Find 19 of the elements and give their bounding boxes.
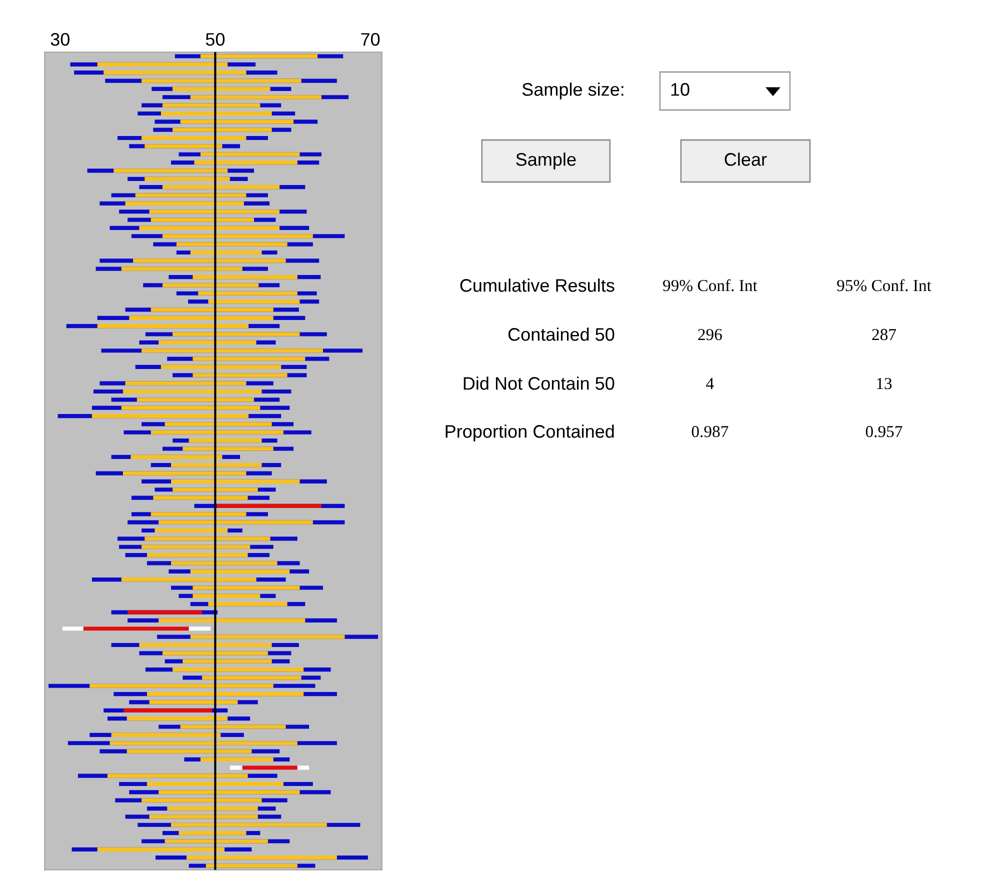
text: Sample [516, 152, 576, 170]
text: 13 [877, 378, 892, 390]
text: 287 [872, 328, 896, 340]
text: Did Not Contain 50 [464, 376, 614, 390]
text: 296 [698, 328, 722, 340]
text: 10 [671, 83, 690, 96]
text: Cumulative Results [460, 278, 614, 292]
text: Contained 50 [508, 328, 614, 341]
text: 99% Conf. Int [663, 279, 758, 292]
text: 0.957 [866, 426, 902, 438]
text: Sample size: [522, 82, 624, 100]
x-tick-label: 50 [206, 33, 225, 46]
text: Clear [724, 152, 767, 166]
text: 0.987 [692, 426, 728, 438]
x-tick-label: 70 [361, 33, 380, 46]
x-tick-label: 30 [50, 33, 70, 46]
text: Proportion Contained [446, 424, 614, 442]
text: 95% Conf. Int [837, 279, 932, 292]
text: 4 [706, 378, 714, 390]
